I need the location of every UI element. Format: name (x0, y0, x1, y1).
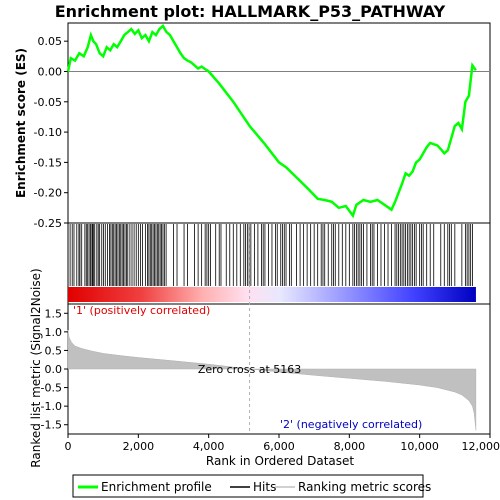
metric-y-tick-label: 0.0 (45, 363, 63, 376)
es-y-axis: 0.05 0.00 -0.05 -0.10 -0.15 -0.20 -0.25 (34, 35, 68, 230)
x-tick-label: 6,000 (263, 440, 295, 453)
metric-y-tick-label: 1.0 (45, 326, 63, 339)
metric-x-axis: 0 2,000 4,000 6,000 8,000 10,000 12,000 (65, 434, 500, 453)
metric-y-tick-label: -1.0 (41, 400, 62, 413)
legend-label-enrichment: Enrichment profile (101, 480, 212, 494)
es-panel: 0.05 0.00 -0.05 -0.10 -0.15 -0.20 -0.25 Enrich… (14, 22, 491, 230)
es-y-axis-label: Enrichment score (ES) (14, 48, 28, 198)
metric-y-tick-label: -1.5 (41, 419, 62, 432)
positive-label: '1' (positively correlated) (73, 304, 210, 317)
metric-y-axis: 1.5 1.0 0.5 0.0 -0.5 -1.0 -1.5 (41, 307, 68, 432)
es-y-tick-label: -0.15 (34, 156, 62, 169)
x-tick-label: 4,000 (193, 440, 225, 453)
x-axis-label: Rank in Ordered Dataset (206, 454, 354, 468)
metric-y-tick-label: 1.5 (45, 307, 63, 320)
hits-panel (67, 222, 491, 305)
metric-y-tick-label: -0.5 (41, 382, 62, 395)
es-y-tick-label: 0.05 (38, 35, 63, 48)
es-series-line (66, 24, 477, 219)
es-y-tick-label: -0.10 (34, 126, 62, 139)
es-y-tick-label: -0.20 (34, 187, 62, 200)
x-tick-label: 8,000 (334, 440, 366, 453)
legend: Enrichment profile Hits Ranking metric s… (72, 474, 431, 498)
x-tick-label: 0 (65, 440, 72, 453)
x-tick-label: 12,000 (462, 440, 500, 453)
legend-label-metric: Ranking metric scores (298, 480, 431, 494)
es-y-tick-label: -0.25 (34, 217, 62, 230)
x-tick-label: 10,000 (400, 440, 439, 453)
x-tick-label: 2,000 (123, 440, 155, 453)
es-y-tick-label: -0.05 (34, 96, 62, 109)
metric-area (67, 329, 477, 431)
metric-y-tick-label: 0.5 (45, 344, 63, 357)
metric-y-axis-label: Ranked list metric (Signal2Noise) (29, 268, 43, 467)
metric-panel: 1.5 1.0 0.5 0.0 -0.5 -1.0 -1.5 0 2,000 4,000 6,00… (29, 224, 500, 468)
legend-frame (72, 474, 424, 498)
es-y-tick-label: 0.00 (38, 65, 63, 78)
rank-color-band (68, 287, 476, 302)
negative-label: '2' (negatively correlated) (280, 418, 422, 431)
hits-barcode (69, 224, 473, 286)
zero-cross-label: Zero cross at 5163 (198, 363, 301, 376)
legend-label-hits: Hits (253, 480, 276, 494)
es-panel-frame (67, 22, 491, 224)
chart-title: Enrichment plot: HALLMARK_P53_PATHWAY (55, 2, 446, 21)
